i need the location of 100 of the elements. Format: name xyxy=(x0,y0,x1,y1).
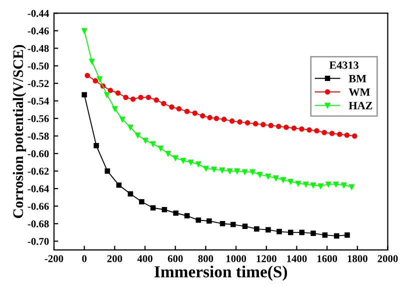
y-tick-label: -0.48 xyxy=(28,44,49,52)
point xyxy=(115,90,121,96)
point xyxy=(268,122,274,128)
point xyxy=(276,228,282,234)
point xyxy=(165,150,171,156)
y-tick-label: -0.46 xyxy=(28,27,49,35)
point xyxy=(234,168,240,174)
point xyxy=(306,127,312,132)
x-tick-label: 600 xyxy=(168,255,183,262)
point xyxy=(230,222,236,228)
point xyxy=(94,142,99,148)
point xyxy=(352,133,358,139)
point xyxy=(116,182,122,188)
point xyxy=(334,233,340,239)
point xyxy=(184,108,190,114)
y-tick-label: -0.52 xyxy=(28,80,49,88)
point xyxy=(161,100,166,106)
x-tick-label: 2000 xyxy=(378,255,398,262)
point xyxy=(162,207,168,212)
y-tick-label: -0.58 xyxy=(28,132,49,140)
point xyxy=(254,226,260,232)
point xyxy=(203,166,209,172)
point xyxy=(250,169,256,175)
point xyxy=(97,76,102,82)
point xyxy=(146,94,152,100)
point xyxy=(288,230,294,236)
point xyxy=(260,122,266,128)
point xyxy=(108,88,114,94)
point xyxy=(196,218,202,223)
legend-label: BM xyxy=(348,74,366,82)
point xyxy=(84,72,90,78)
point xyxy=(220,221,226,226)
point xyxy=(299,230,305,236)
point xyxy=(221,116,227,122)
x-tick-label: 200 xyxy=(107,255,122,262)
y-tick-label: -0.44 xyxy=(28,10,49,17)
point xyxy=(276,124,282,129)
legend-label: WM xyxy=(348,88,370,96)
y-axis-title: Corrosion potential(V/SCE) xyxy=(12,45,26,218)
point xyxy=(227,168,232,174)
point xyxy=(310,230,316,236)
point xyxy=(337,132,342,137)
x-axis-title: Immersion time(S) xyxy=(154,266,288,281)
x-tick-label: 800 xyxy=(198,255,214,262)
x-tick-label: 1800 xyxy=(348,255,368,262)
point xyxy=(242,224,248,229)
point xyxy=(284,124,289,130)
y-tick-label: -0.54 xyxy=(28,98,49,105)
point xyxy=(128,191,134,196)
point xyxy=(154,97,160,103)
y-tick-label: -0.66 xyxy=(28,202,49,210)
point xyxy=(123,94,128,100)
y-tick-label: -0.70 xyxy=(28,238,49,245)
point xyxy=(169,104,174,110)
point xyxy=(207,114,212,120)
x-tick-label: -200 xyxy=(44,255,64,262)
x-tick-label: 1200 xyxy=(256,255,276,262)
point xyxy=(229,118,235,124)
point xyxy=(150,141,156,147)
point xyxy=(299,126,304,132)
x-tick-label: 0 xyxy=(82,255,87,262)
point xyxy=(344,132,350,138)
point xyxy=(200,113,206,118)
y-tick-label: -0.60 xyxy=(28,150,49,158)
point xyxy=(173,210,178,216)
point xyxy=(104,168,110,174)
point xyxy=(196,161,202,167)
y-tick-label: -0.50 xyxy=(28,62,49,70)
point xyxy=(176,106,182,112)
point xyxy=(89,58,95,64)
point xyxy=(130,96,136,102)
point xyxy=(139,199,144,204)
point xyxy=(257,172,262,178)
point xyxy=(291,125,297,131)
point xyxy=(322,232,328,238)
point xyxy=(82,92,87,98)
legend-title: E4313 xyxy=(329,61,358,69)
point xyxy=(138,94,144,100)
point xyxy=(237,119,242,125)
y-tick-label: -0.62 xyxy=(28,168,49,175)
x-tick-label: 1400 xyxy=(287,255,307,262)
point xyxy=(214,116,220,122)
point xyxy=(322,130,327,136)
point xyxy=(180,158,186,164)
point xyxy=(92,78,98,84)
x-tick-label: 1000 xyxy=(226,255,246,262)
point xyxy=(329,130,335,136)
point xyxy=(252,121,258,126)
point xyxy=(184,213,190,218)
legend-label: HAZ xyxy=(348,102,372,110)
point xyxy=(266,227,271,232)
x-tick-label: 1600 xyxy=(317,255,338,262)
point xyxy=(318,183,324,189)
point xyxy=(150,205,156,211)
point xyxy=(314,128,320,134)
y-tick-label: -0.64 xyxy=(28,185,49,192)
point xyxy=(242,169,248,175)
y-tick-label: -0.56 xyxy=(28,115,49,122)
point xyxy=(206,218,212,224)
y-tick-label: -0.68 xyxy=(28,220,49,228)
